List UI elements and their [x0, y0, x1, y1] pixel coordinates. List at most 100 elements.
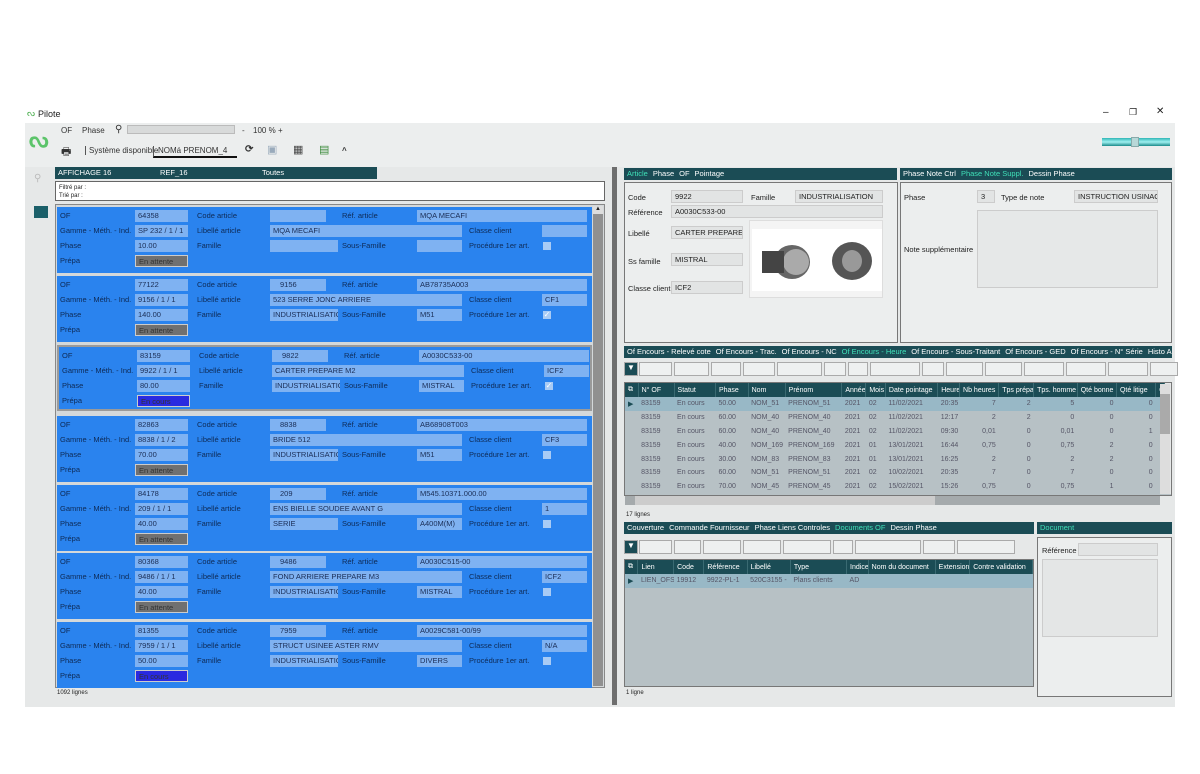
- printer-icon[interactable]: 🖶: [61, 146, 72, 158]
- gamme-field[interactable]: 209 / 1 / 1: [135, 503, 188, 515]
- filter-cell[interactable]: [870, 362, 920, 376]
- gamme-field[interactable]: 9922 / 1 / 1: [137, 365, 190, 377]
- column-header[interactable]: Type: [790, 560, 848, 574]
- tab-affichage[interactable]: AFFICHAGE 16: [58, 168, 112, 177]
- prepa-status[interactable]: En attente: [135, 464, 188, 476]
- filter-cell[interactable]: [824, 362, 846, 376]
- records-scrollbar[interactable]: ▲: [593, 206, 603, 686]
- prepa-status[interactable]: En cours: [135, 670, 188, 682]
- ref-article-field[interactable]: A0030C533-00: [419, 350, 589, 362]
- phase-field[interactable]: 3: [977, 190, 995, 203]
- sous-famille-field[interactable]: MISTRAL: [417, 586, 462, 598]
- ref-article-field[interactable]: AB68908T003: [417, 419, 587, 431]
- prepa-status[interactable]: En attente: [135, 601, 188, 613]
- code-article-field[interactable]: 9486: [270, 556, 326, 568]
- close-button[interactable]: ✕: [1156, 106, 1165, 117]
- record-card[interactable]: OF 81355 Code article 7959 Réf. article …: [57, 622, 592, 688]
- search-side-icon[interactable]: ⚲: [34, 173, 42, 184]
- record-card[interactable]: OF 84178 Code article 209 Réf. article M…: [57, 485, 592, 551]
- phase-field[interactable]: 40.00: [135, 518, 188, 530]
- filter-icon[interactable]: ▼: [624, 362, 638, 376]
- panel-splitter[interactable]: [612, 167, 617, 705]
- record-card[interactable]: OF 80368 Code article 9486 Réf. article …: [57, 553, 592, 619]
- code-article-field[interactable]: 209: [270, 488, 326, 500]
- tab-of-encours-sous-traitant[interactable]: Of Encours - Sous-Traitant: [911, 347, 1001, 356]
- encours-vscroll[interactable]: [1160, 384, 1170, 494]
- search-input[interactable]: [127, 125, 235, 134]
- tab-pointage[interactable]: Pointage: [694, 169, 725, 178]
- of-field[interactable]: 82863: [135, 419, 188, 431]
- tab-phase-liens-controles[interactable]: Phase Liens Controles: [754, 523, 831, 532]
- collapse-ribbon-button[interactable]: ^: [342, 146, 347, 155]
- classe-client-field[interactable]: CF1: [542, 294, 587, 306]
- procedure-checkbox[interactable]: [543, 242, 551, 250]
- column-header[interactable]: Nom: [748, 383, 786, 397]
- classe-client-field[interactable]: 1: [542, 503, 587, 515]
- column-header[interactable]: Qté bonne: [1077, 383, 1117, 397]
- layout-slider[interactable]: [1102, 137, 1170, 147]
- column-header[interactable]: Date pointage: [885, 383, 939, 397]
- ref-article-field[interactable]: A0030C515-00: [417, 556, 587, 568]
- classe-client-field[interactable]: N/A: [542, 640, 587, 652]
- filter-cell[interactable]: [855, 540, 921, 554]
- of-field[interactable]: 80368: [135, 556, 188, 568]
- procedure-checkbox[interactable]: ✓: [545, 381, 553, 390]
- tab-article[interactable]: Article: [627, 169, 648, 178]
- filter-icon[interactable]: ▼: [624, 540, 638, 554]
- filter-cell[interactable]: [639, 362, 672, 376]
- tab-toutes[interactable]: Toutes: [262, 168, 285, 177]
- code-article-field[interactable]: 7959: [270, 625, 326, 637]
- libelle-article-field[interactable]: CARTER PREPARE M2: [272, 365, 464, 377]
- famille-field[interactable]: SERIE: [270, 518, 338, 530]
- column-header[interactable]: Phase: [715, 383, 749, 397]
- gamme-field[interactable]: SP 232 / 1 / 1: [135, 225, 188, 237]
- tab-commande-fournisseur[interactable]: Commande Fournisseur: [669, 523, 750, 532]
- libelle-article-field[interactable]: BRIDE 512: [270, 434, 462, 446]
- record-card[interactable]: OF 64358 Code article Réf. article MQA M…: [57, 207, 592, 273]
- phase-field[interactable]: 50.00: [135, 655, 188, 667]
- tab-ref[interactable]: REF_16: [160, 168, 188, 177]
- tab-of-encours-nc[interactable]: Of Encours - NC: [781, 347, 837, 356]
- reference-field[interactable]: A0030C533-00: [671, 205, 883, 218]
- ref-article-field[interactable]: M545.10371.000.00: [417, 488, 587, 500]
- filter-cell[interactable]: [711, 362, 741, 376]
- table-row[interactable]: ▶ 83159 En cours 50.00 NOM_51 PRENOM_51 2021 02…: [625, 397, 1165, 411]
- filter-cell[interactable]: [922, 362, 944, 376]
- procedure-checkbox[interactable]: [543, 657, 551, 665]
- classe-client-field[interactable]: CF3: [542, 434, 587, 446]
- sous-famille-field[interactable]: DIVERS: [417, 655, 462, 667]
- filter-cell[interactable]: [848, 362, 868, 376]
- filter-cell[interactable]: [1108, 362, 1148, 376]
- code-article-field[interactable]: 9822: [272, 350, 328, 362]
- column-header[interactable]: Statut: [674, 383, 716, 397]
- sous-famille-field[interactable]: MISTRAL: [419, 380, 464, 392]
- minimize-button[interactable]: –: [1103, 107, 1109, 118]
- classe-client-field[interactable]: ICF2: [671, 281, 743, 294]
- filter-cell[interactable]: [703, 540, 741, 554]
- procedure-checkbox[interactable]: ✓: [543, 310, 551, 319]
- code-field[interactable]: 9922: [671, 190, 743, 203]
- menu-phase[interactable]: Phase: [82, 126, 105, 135]
- table-row[interactable]: 83159 En cours 60.00 NOM_40 PRENOM_40 2021 02 1…: [625, 424, 1165, 439]
- column-header[interactable]: Tps. homme: [1033, 383, 1078, 397]
- table-row[interactable]: 83159 En cours 30.00 NOM_83 PRENOM_83 2021 01 1…: [625, 452, 1165, 466]
- prepa-status[interactable]: En cours: [137, 395, 190, 407]
- famille-field[interactable]: INDUSTRIALISATION: [270, 449, 338, 461]
- column-header[interactable]: Année: [841, 383, 867, 397]
- ssfamille-field[interactable]: MISTRAL: [671, 253, 743, 266]
- libelle-article-field[interactable]: FOND ARRIERE PREPARE M3: [270, 571, 462, 583]
- phase-field[interactable]: 70.00: [135, 449, 188, 461]
- tab-documents-of[interactable]: Documents OF: [835, 523, 886, 532]
- document-icon[interactable]: ▣: [267, 144, 278, 156]
- filter-cell[interactable]: [777, 362, 822, 376]
- tab-of-encours-heure[interactable]: Of Encours - Heure: [841, 347, 907, 356]
- column-header[interactable]: Contre validation: [969, 560, 1033, 574]
- note-textarea[interactable]: [977, 210, 1158, 288]
- calculator-remove-icon[interactable]: ▦: [293, 144, 304, 156]
- tab-couverture[interactable]: Couverture: [627, 523, 665, 532]
- libelle-article-field[interactable]: STRUCT USINEE ASTER RMV: [270, 640, 462, 652]
- filter-cell[interactable]: [833, 540, 853, 554]
- column-header[interactable]: Prénom: [785, 383, 843, 397]
- column-header[interactable]: N° OF: [638, 383, 675, 397]
- slider-thumb[interactable]: [1131, 137, 1139, 147]
